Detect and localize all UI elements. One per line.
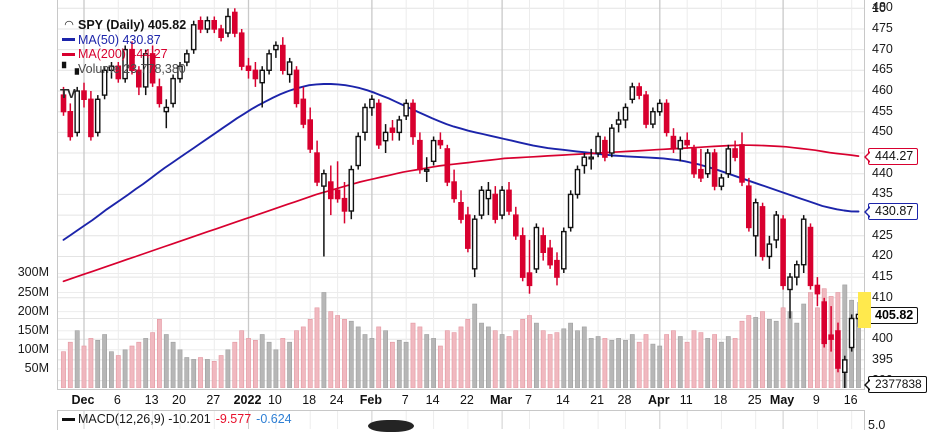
- price-tick: 475: [872, 21, 893, 35]
- price-tick: 400: [872, 331, 893, 345]
- ma50-swatch-icon: [62, 38, 75, 42]
- price-tick: 440: [872, 166, 893, 180]
- pill-label: 405.82: [875, 308, 914, 322]
- date-tick[interactable]: Mar: [489, 393, 513, 407]
- price-tick: 410: [872, 290, 893, 304]
- last-price-highlight: [858, 292, 871, 328]
- legend-row-ma200[interactable]: MA(200) 444.27: [62, 47, 186, 62]
- tradingview-watermark: TV: [60, 86, 76, 101]
- last-volume-tag[interactable]: 2377838: [864, 376, 927, 393]
- price-tick: 395: [872, 352, 893, 366]
- pill-notch-inner-icon: [866, 151, 872, 163]
- price-tick: 480: [872, 0, 893, 14]
- bars-icon: ▘▗: [62, 62, 79, 75]
- date-tick[interactable]: 22: [459, 393, 474, 407]
- date-tick[interactable]: Apr: [648, 393, 670, 407]
- pill-label: 444.27: [875, 149, 914, 163]
- ma50-price-tag[interactable]: 430.87: [864, 203, 919, 220]
- pill-label: 2377838: [875, 377, 922, 391]
- volume-tick: 150M: [17, 323, 49, 337]
- macd-swatch-icon: [62, 417, 75, 421]
- macd-legend: MACD(12,26,9) -10.201 -9.577 -0.624: [62, 412, 292, 426]
- chart-legend: ◠ SPY (Daily) 405.82 MA(50) 430.87 MA(20…: [62, 18, 186, 76]
- volume-tick: 200M: [17, 304, 49, 318]
- date-tick[interactable]: 25: [747, 393, 762, 407]
- date-tick[interactable]: 28: [617, 393, 632, 407]
- ma200-label: MA(200) 444.27: [78, 47, 168, 61]
- date-tick[interactable]: 14: [555, 393, 570, 407]
- date-tick[interactable]: May: [769, 393, 795, 407]
- ma200-swatch-icon: [62, 52, 75, 56]
- volume-tick: 250M: [17, 285, 49, 299]
- macd-signal-value: -9.577: [215, 412, 252, 426]
- price-tick: 425: [872, 228, 893, 242]
- symbol-label: SPY (Daily) 405.82: [78, 18, 187, 32]
- macd-panel[interactable]: [57, 410, 865, 430]
- date-tick[interactable]: 27: [206, 393, 221, 407]
- volume-axis: 300M 250M 200M 150M 100M 50M: [0, 258, 57, 390]
- date-tick[interactable]: 2022: [233, 393, 262, 407]
- date-tick[interactable]: 24: [329, 393, 344, 407]
- date-tick[interactable]: 7: [525, 393, 532, 407]
- price-plot[interactable]: [58, 0, 864, 388]
- candles-icon: ◠: [64, 19, 74, 31]
- last-price-tag[interactable]: 405.82: [864, 307, 919, 324]
- price-axis[interactable]: 10 480 475 470 465 460 455 450 440 435 425 420 415 41…: [864, 0, 936, 393]
- price-tick: 10: [872, 1, 886, 15]
- date-tick[interactable]: 11: [679, 393, 693, 407]
- date-axis[interactable]: Dec 6 13 20 27 2022 10 18 24 Feb 7 14 22 Mar 7 14 21 28 Ap…: [57, 390, 865, 410]
- date-tick[interactable]: 18: [302, 393, 317, 407]
- date-tick[interactable]: Feb: [359, 393, 383, 407]
- price-tick: 450: [872, 124, 893, 138]
- pill-notch-inner-icon: [866, 206, 872, 218]
- price-tick: 415: [872, 269, 893, 283]
- macd-title: MACD(12,26,9) -10.201: [78, 412, 211, 426]
- date-tick[interactable]: 16: [843, 393, 858, 407]
- legend-row-ma50[interactable]: MA(50) 430.87: [62, 33, 186, 48]
- price-tick: 470: [872, 42, 893, 56]
- date-tick[interactable]: 14: [425, 393, 440, 407]
- price-tick: 460: [872, 83, 893, 97]
- price-tick: 465: [872, 62, 893, 76]
- date-tick[interactable]: 10: [267, 393, 282, 407]
- date-tick[interactable]: 9: [812, 393, 820, 407]
- volume-label: Volume 23,778,380: [78, 61, 186, 76]
- price-tick: 435: [872, 186, 893, 200]
- legend-row-volume[interactable]: ▘▗ Volume 23,778,380: [62, 62, 186, 77]
- volume-tick: 300M: [17, 265, 49, 279]
- date-tick[interactable]: 6: [113, 393, 121, 407]
- macd-axis-tick: 5.0: [868, 418, 886, 432]
- volume-tick: 50M: [24, 361, 49, 375]
- ma200-price-tag[interactable]: 444.27: [864, 148, 919, 165]
- macd-plot[interactable]: [58, 411, 864, 429]
- legend-row-symbol[interactable]: ◠ SPY (Daily) 405.82: [62, 18, 186, 33]
- macd-hist-value: -0.624: [256, 412, 292, 426]
- volume-tick: 100M: [17, 342, 49, 356]
- price-tick: 420: [872, 248, 893, 262]
- date-tick[interactable]: 7: [401, 393, 409, 407]
- pill-notch-inner-icon: [866, 379, 872, 391]
- date-tick[interactable]: Dec: [71, 393, 95, 407]
- date-tick[interactable]: 21: [590, 393, 605, 407]
- pill-label: 430.87: [875, 204, 914, 218]
- price-tick: 455: [872, 104, 893, 118]
- price-chart-panel[interactable]: [57, 0, 865, 390]
- ma50-label: MA(50) 430.87: [78, 32, 161, 47]
- macd-histogram-blob: [368, 420, 414, 432]
- date-tick[interactable]: 18: [713, 393, 728, 407]
- date-tick[interactable]: 13: [144, 393, 159, 407]
- date-tick[interactable]: 20: [172, 393, 186, 407]
